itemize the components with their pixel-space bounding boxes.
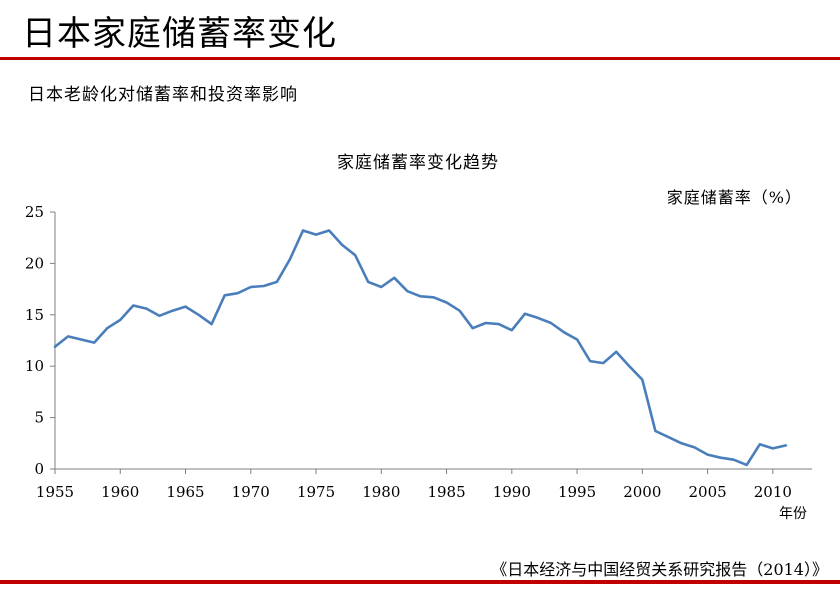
x-tick-label: 2000 xyxy=(623,483,661,501)
chart-title: 家庭储蓄率变化趋势 xyxy=(337,153,499,173)
x-tick-label: 1985 xyxy=(427,483,465,501)
y-axis-ticks: 0 5 10 15 20 25 xyxy=(25,203,55,478)
x-tick-label: 1965 xyxy=(166,483,204,501)
x-tick-label: 2010 xyxy=(754,483,792,501)
series-line xyxy=(53,229,788,467)
y-tick-label: 0 xyxy=(34,460,44,478)
source-citation: 《日本经济与中国经贸关系研究报告（2014）》 xyxy=(491,560,828,579)
x-tick-label: 1990 xyxy=(493,483,531,501)
x-axis-unit-label: 年份 xyxy=(779,506,807,522)
x-tick-label: 1970 xyxy=(232,483,270,501)
x-tick-label: 1955 xyxy=(36,483,74,501)
x-tick-label: 1975 xyxy=(297,483,335,501)
x-tick-label: 2005 xyxy=(688,483,726,501)
page-title: 日本家庭储蓄率变化 xyxy=(22,14,337,54)
y-axis-label: 家庭储蓄率（%） xyxy=(667,188,802,207)
title-divider xyxy=(0,57,840,60)
footer-divider xyxy=(0,580,840,584)
chart-axes xyxy=(54,212,812,470)
y-tick-label: 15 xyxy=(25,306,44,324)
x-tick-label: 1960 xyxy=(101,483,139,501)
x-axis-ticks: 1955 1960 1965 1970 1975 1980 1985 1990 1995 2000… xyxy=(36,469,792,501)
page-subtitle: 日本老龄化对储蓄率和投资率影响 xyxy=(28,85,298,105)
y-tick-label: 25 xyxy=(25,203,44,221)
x-tick-label: 1980 xyxy=(362,483,400,501)
x-tick-label: 1995 xyxy=(558,483,596,501)
chart-series xyxy=(53,229,788,467)
y-tick-label: 5 xyxy=(34,409,44,427)
y-tick-label: 20 xyxy=(25,254,44,272)
y-tick-label: 10 xyxy=(25,357,44,375)
